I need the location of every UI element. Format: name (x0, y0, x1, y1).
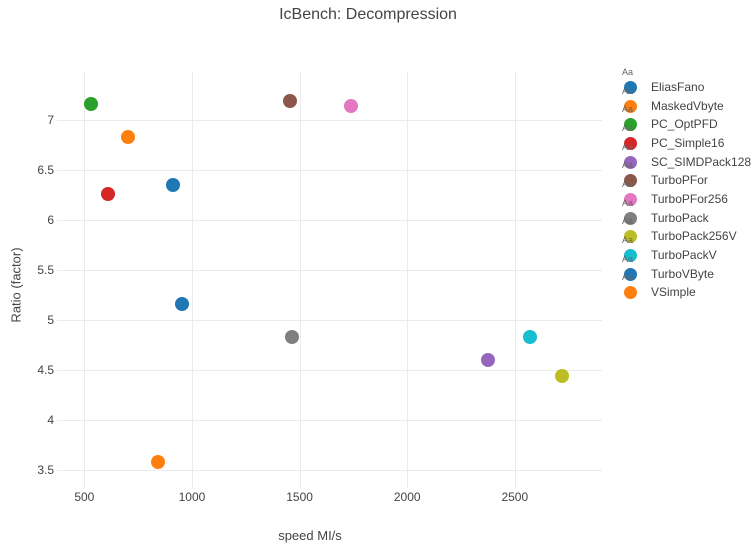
y-tick-label: 6 (47, 213, 54, 227)
plot-area (57, 72, 602, 488)
legend-label: TurboPack256V (651, 229, 737, 244)
gridline-vertical (84, 72, 86, 488)
gridline-horizontal (57, 320, 602, 321)
data-point-EliasFano[interactable] (165, 178, 180, 192)
legend-marker (624, 136, 637, 150)
legend-marker (624, 99, 637, 113)
legend-item-EliasFano[interactable]: Aa EliasFano (620, 67, 754, 99)
legend-marker (624, 174, 637, 188)
y-axis-title: Ratio (factor) (8, 247, 24, 323)
legend-label: MaskedVbyte (651, 98, 724, 113)
gridline-horizontal (57, 220, 602, 221)
y-tick-label: 7 (47, 113, 54, 127)
legend-item-TurboPackV[interactable]: Aa TurboPackV (620, 235, 754, 267)
legend-text-sample: Aa (622, 272, 634, 283)
legend-label: PC_Simple16 (651, 135, 725, 150)
legend-text-sample: Aa (622, 178, 634, 189)
legend-marker (624, 211, 637, 225)
y-tick-label: 5.5 (37, 263, 54, 277)
legend-item-SC_SIMDPack128[interactable]: Aa SC_SIMDPack128 (620, 142, 754, 174)
legend-text-sample: Aa (622, 253, 634, 264)
data-point-TurboPFor256[interactable] (344, 99, 359, 113)
gridline-horizontal (57, 270, 602, 271)
gridline-vertical (514, 72, 516, 488)
x-tick-label: 1000 (178, 490, 206, 504)
legend-label: VSimple (651, 285, 696, 300)
data-point-TurboPack[interactable] (284, 330, 299, 344)
data-point-TurboPackV[interactable] (522, 330, 537, 344)
legend-text-sample: Aa (622, 216, 634, 227)
legend-marker (624, 192, 637, 206)
legend-item-VSimple[interactable]: Aa VSimple (620, 272, 754, 304)
legend-marker (624, 81, 637, 94)
legend-item-TurboPFor[interactable]: Aa TurboPFor (620, 160, 754, 192)
legend-text-sample: Aa (622, 67, 634, 77)
legend-text-sample: Aa (622, 122, 634, 133)
legend-label: EliasFano (651, 80, 705, 94)
legend-text-sample: Aa (622, 104, 634, 115)
legend-marker (624, 155, 637, 169)
legend-item-MaskedVbyte[interactable]: Aa MaskedVbyte (620, 86, 754, 118)
y-tick-label: 4.5 (37, 363, 54, 377)
legend-label: TurboPackV (651, 247, 717, 262)
gridline-horizontal (57, 420, 602, 421)
legend-marker (624, 248, 637, 262)
legend-label: TurboPack (651, 210, 709, 225)
gridline-horizontal (57, 170, 602, 171)
legend-label: PC_OptPFD (651, 117, 718, 132)
legend-label: SC_SIMDPack128 (651, 154, 752, 169)
legend-text-sample: Aa (622, 141, 634, 152)
legend-item-PC_Simple16[interactable]: Aa PC_Simple16 (620, 123, 754, 155)
x-tick-label: 2500 (501, 490, 529, 504)
legend-marker (624, 118, 637, 132)
x-tick-label: 2000 (393, 490, 421, 504)
x-tick-label: 1500 (286, 490, 313, 504)
legend-item-TurboPack256V[interactable]: Aa TurboPack256V (620, 216, 754, 248)
legend-item-PC_OptPFD[interactable]: Aa PC_OptPFD (620, 104, 754, 136)
legend-marker (624, 267, 637, 281)
x-axis-title: speed MI/s (278, 528, 342, 543)
chart-title: IcBench: Decompression (279, 6, 457, 23)
gridline-vertical (299, 72, 301, 488)
y-tick-label: 5 (47, 313, 54, 327)
data-point-VSimple[interactable] (121, 130, 136, 144)
legend-label: TurboVByte (651, 266, 714, 281)
gridline-vertical (191, 72, 193, 488)
legend-marker (624, 230, 637, 244)
y-tick-label: 6.5 (37, 163, 54, 177)
legend-item-TurboPack[interactable]: Aa TurboPack (620, 198, 754, 230)
gridline-horizontal (57, 370, 602, 371)
legend-text-sample: Aa (622, 85, 634, 96)
legend-item-TurboVByte[interactable]: Aa TurboVByte (620, 254, 754, 286)
data-point-PC_Simple16[interactable] (100, 187, 115, 201)
legend-text-sample: Aa (622, 197, 634, 208)
gridline-horizontal (57, 120, 602, 121)
gridline-vertical (407, 72, 409, 488)
legend-text-sample: Aa (622, 160, 634, 171)
data-point-PC_OptPFD[interactable] (84, 97, 99, 111)
x-tick-label: 500 (74, 490, 95, 504)
y-tick-label: 4 (47, 413, 54, 427)
data-point-TurboPack256V[interactable] (554, 369, 569, 383)
legend-marker (624, 286, 637, 300)
y-tick-label: 3.5 (37, 463, 54, 477)
legend-item-TurboPFor256[interactable]: Aa TurboPFor256 (620, 179, 754, 211)
gridline-horizontal (57, 470, 602, 471)
legend-label: TurboPFor (651, 173, 708, 188)
legend-label: TurboPFor256 (651, 191, 728, 206)
data-point-TurboVByte[interactable] (175, 297, 190, 311)
data-point-SC_SIMDPack128[interactable] (480, 353, 495, 367)
data-point-MaskedVbyte[interactable] (151, 455, 166, 469)
data-point-TurboPFor[interactable] (282, 94, 297, 108)
legend-text-sample: Aa (622, 234, 634, 245)
